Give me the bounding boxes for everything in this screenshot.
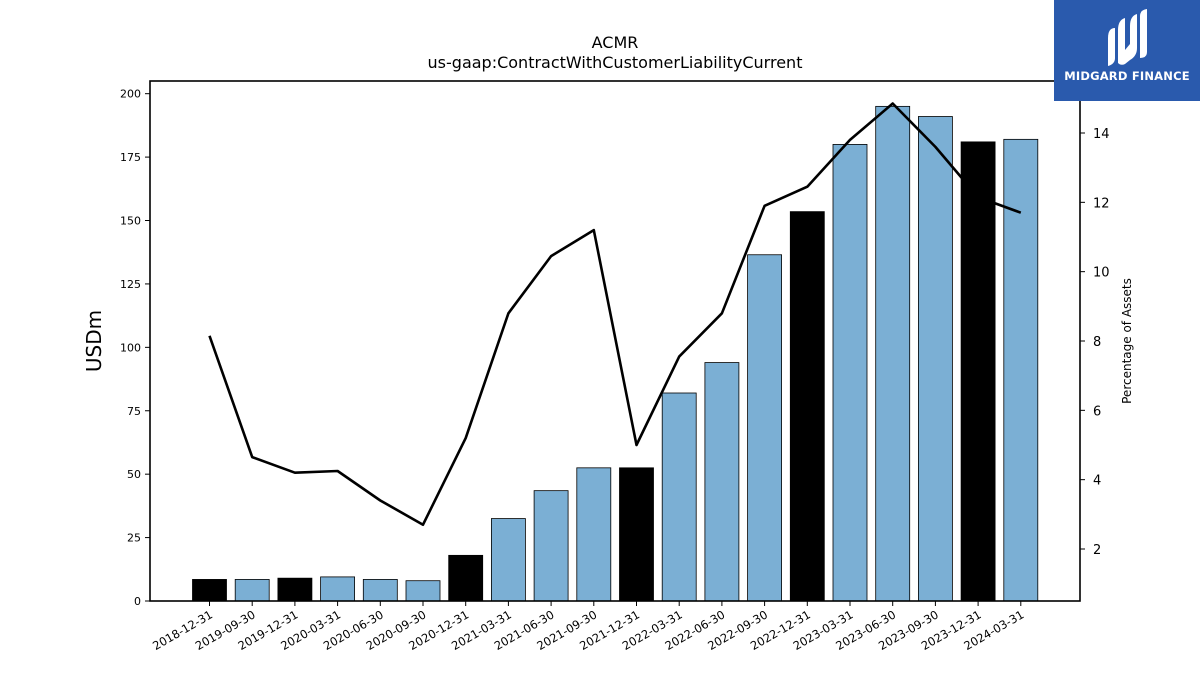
y-tick-label: 0 xyxy=(134,595,141,608)
bar xyxy=(832,144,868,602)
chart-subtitle: us-gaap:ContractWithCustomerLiabilityCur… xyxy=(428,53,803,72)
bar xyxy=(234,579,270,602)
y2-tick-label: 4 xyxy=(1093,474,1101,489)
bar xyxy=(405,580,441,602)
y2-tick-label: 12 xyxy=(1093,196,1110,211)
y2-tick-label: 8 xyxy=(1093,335,1101,350)
y2-tick-label: 14 xyxy=(1093,127,1110,142)
bar xyxy=(704,362,740,602)
y-tick-label: 150 xyxy=(120,215,141,228)
bar xyxy=(362,579,398,602)
y-tick-label: 50 xyxy=(127,468,141,481)
brand-name: MIDGARD FINANCE xyxy=(1064,69,1190,83)
y-tick-label: 175 xyxy=(120,151,141,164)
bar xyxy=(533,490,569,602)
bar xyxy=(918,116,953,602)
bar xyxy=(661,392,697,602)
y2-tick-label: 6 xyxy=(1093,404,1101,419)
chart-title: ACMR xyxy=(592,33,639,52)
y2-tick-label: 2 xyxy=(1093,543,1101,558)
brand-logo: MIDGARD FINANCE xyxy=(1054,0,1200,101)
percentage-line-path xyxy=(208,102,1022,527)
bar xyxy=(747,254,782,602)
y2-tick-label: 10 xyxy=(1093,266,1110,281)
y-tick-label: 25 xyxy=(127,532,141,545)
bar xyxy=(875,105,911,602)
y-tick-label: 75 xyxy=(127,405,141,418)
y2-axis-label: Percentage of Assets xyxy=(1120,278,1134,404)
bar xyxy=(960,141,996,602)
y-tick-label: 200 xyxy=(120,88,141,101)
y-tick-label: 125 xyxy=(120,278,141,291)
bar xyxy=(320,576,356,602)
bars xyxy=(192,105,1039,602)
bar xyxy=(277,577,313,602)
bar xyxy=(490,518,526,602)
percentage-line xyxy=(208,102,1022,527)
bar xyxy=(448,554,484,602)
bar xyxy=(789,211,825,602)
bar xyxy=(192,579,227,602)
bar xyxy=(576,467,612,602)
y-tick-label: 100 xyxy=(120,341,141,354)
y-axis-label: USDm xyxy=(82,310,106,372)
brand-logo-icon xyxy=(1108,9,1147,66)
bar xyxy=(1003,138,1039,602)
bar xyxy=(619,467,654,602)
